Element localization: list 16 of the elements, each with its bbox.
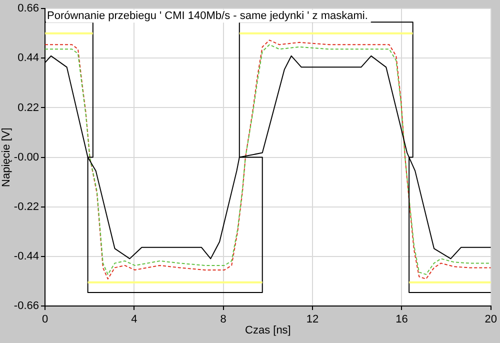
x-axis-title: Czas [ns] [245, 324, 291, 336]
y-tick-label: 0.66 [18, 2, 39, 15]
x-tick-label: 20 [484, 314, 498, 326]
y-tick-label: -0.44 [14, 250, 39, 262]
x-tick-label: 0 [42, 314, 48, 326]
y-tick-label: -0.00 [14, 151, 39, 164]
chart-title: Porównanie przebiegu ' CMI 140Mb/s - same jedynki ' z maskami. [47, 10, 368, 22]
y-tick-label: 0.44 [18, 52, 39, 64]
y-tick-label: -0.22 [14, 200, 39, 213]
x-tick-label: 12 [306, 314, 319, 326]
y-axis-title: Napięcie [V] [0, 128, 13, 187]
x-tick-label: 4 [131, 314, 138, 326]
y-tick-label: 0.22 [18, 102, 39, 114]
x-tick-label: 16 [396, 314, 408, 326]
y-tick-label: -0.66 [14, 300, 39, 312]
x-tick-label: 8 [220, 314, 226, 326]
